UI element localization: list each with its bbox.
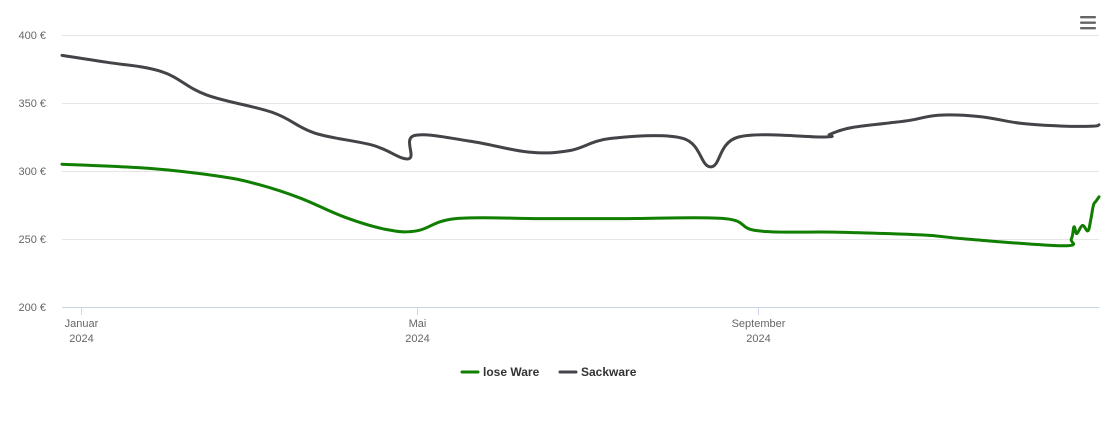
x-tick-year-label: 2024 [746, 333, 770, 345]
y-tick-label: 200 € [18, 302, 46, 314]
x-tick-month-label: Mai [409, 318, 427, 330]
legend: lose Ware Sackware [460, 365, 637, 379]
legend-item-sackware[interactable]: Sackware [558, 365, 637, 379]
x-tick-month-label: Januar [65, 318, 99, 330]
x-tick-month-label: September [732, 318, 786, 330]
series-group [60, 53, 1101, 248]
series-line-lose-ware [60, 162, 1101, 248]
context-menu-button[interactable] [1078, 14, 1098, 32]
grid-lines [62, 35, 1099, 240]
y-tick-label: 400 € [18, 30, 46, 42]
hamburger-menu-icon [1080, 16, 1096, 30]
x-tick-year-label: 2024 [69, 333, 93, 345]
legend-label: Sackware [581, 365, 637, 379]
series-line-sackware [60, 53, 1101, 169]
y-tick-label: 250 € [18, 234, 46, 246]
y-axis-labels: 200 € 250 € 300 € 350 € 400 € [18, 30, 46, 314]
legend-item-lose-ware[interactable]: lose Ware [460, 365, 540, 379]
y-tick-label: 300 € [18, 166, 46, 178]
x-tick-year-label: 2024 [405, 333, 429, 345]
y-tick-label: 350 € [18, 98, 46, 110]
x-axis-ticks: Januar 2024 Mai 2024 September 2024 [65, 307, 786, 345]
legend-label: lose Ware [483, 365, 540, 379]
